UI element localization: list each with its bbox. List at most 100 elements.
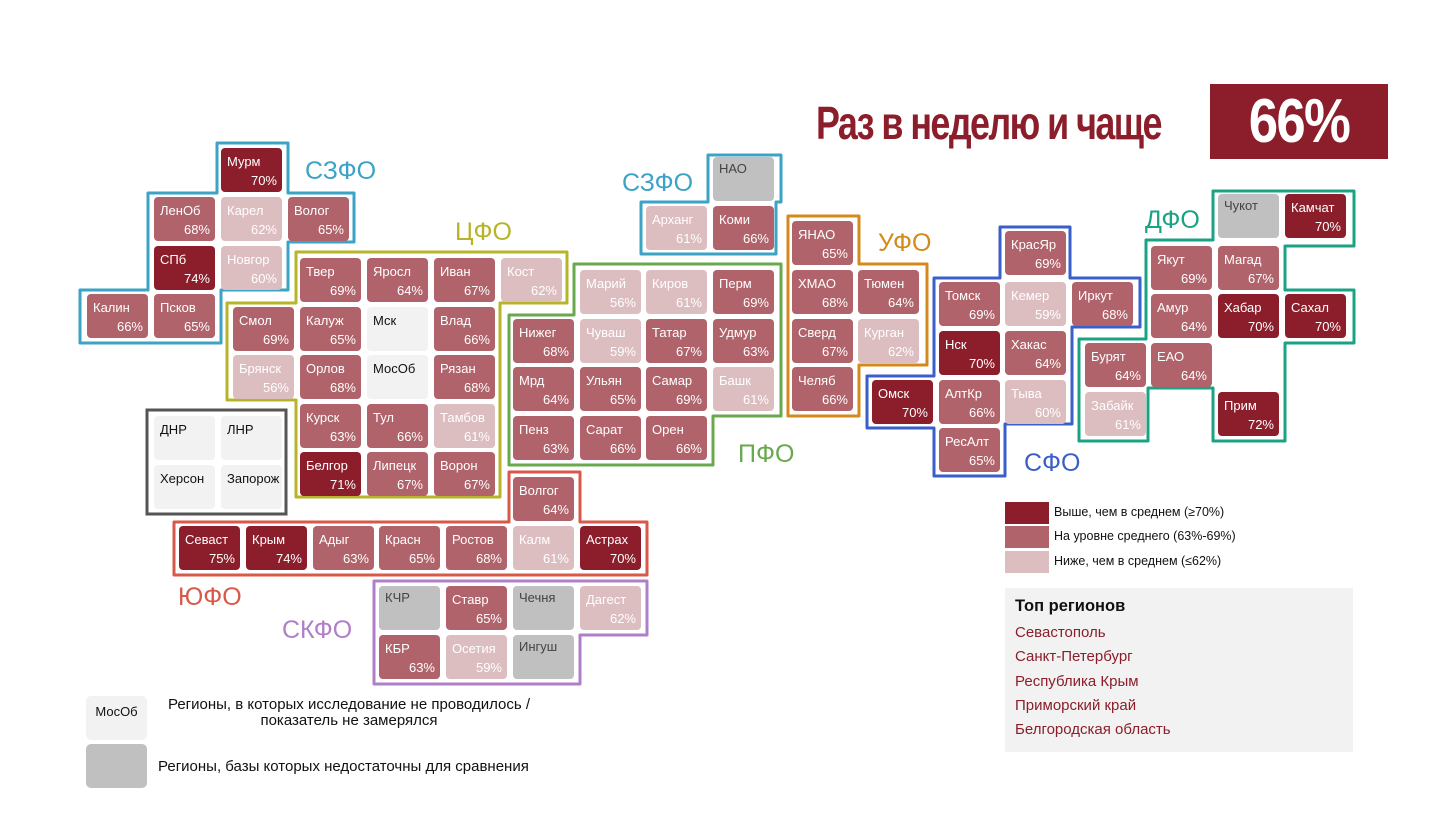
tile-name: Чуваш <box>586 325 626 340</box>
tile-fill <box>233 355 294 399</box>
tile-name: Чукот <box>1224 198 1258 213</box>
tile-name: ДНР <box>160 422 187 437</box>
tile-Якут: Якут 69% <box>1151 246 1212 290</box>
tile-fill <box>713 157 774 201</box>
tile-name: Магад <box>1224 252 1262 267</box>
tile-name: МосОб <box>373 361 415 376</box>
tile-name: Севаст <box>185 532 228 547</box>
tile-fill <box>379 635 440 679</box>
tile-Красн: Красн 65% <box>379 526 440 570</box>
tile-fill <box>154 197 215 241</box>
tile-fill <box>246 526 307 570</box>
tile-name: НАО <box>719 161 747 176</box>
tile-Белгор: Белгор 71% <box>300 452 361 496</box>
tile-НАО: НАО <box>713 157 774 201</box>
tile-fill <box>154 246 215 290</box>
tile-value: 70% <box>1315 219 1341 234</box>
tile-value: 69% <box>743 295 769 310</box>
tile-value: 70% <box>902 405 928 420</box>
tile-name: Осетия <box>452 641 496 656</box>
tile-fill <box>580 270 641 314</box>
tile-fill <box>1072 282 1133 326</box>
tile-value: 60% <box>1035 405 1061 420</box>
tile-Мурм: Мурм 70% <box>221 148 282 192</box>
tile-Орлов: Орлов 68% <box>300 355 361 399</box>
tile-ЛенОб: ЛенОб 68% <box>154 197 215 241</box>
tile-fill <box>513 635 574 679</box>
tile-value: 65% <box>184 319 210 334</box>
district-label: ДФО <box>1145 206 1200 234</box>
tile-fill <box>646 416 707 460</box>
tile-Карел: Карел 62% <box>221 197 282 241</box>
tile-value: 59% <box>476 660 502 675</box>
tile-value: 69% <box>969 307 995 322</box>
tile-fill <box>446 526 507 570</box>
tile-КБР: КБР 63% <box>379 635 440 679</box>
tile-name: Карел <box>227 203 263 218</box>
tile-name: КрасЯр <box>1011 237 1056 252</box>
tile-name: Тюмен <box>864 276 904 291</box>
tile-Иван: Иван 67% <box>434 258 495 302</box>
tile-fill <box>646 319 707 363</box>
tile-fill <box>646 270 707 314</box>
district-outline-1 <box>78 141 356 345</box>
tile-fill <box>792 367 853 411</box>
tile-Магад: Магад 67% <box>1218 246 1279 290</box>
tile-fill <box>233 307 294 351</box>
tile-name: Мск <box>373 313 396 328</box>
tile-name: Курск <box>306 410 340 425</box>
tile-name: Липецк <box>373 458 417 473</box>
tile-fill <box>288 197 349 241</box>
tile-value: 69% <box>330 283 356 298</box>
district-label: УФО <box>878 229 932 257</box>
tile-Ульян: Ульян 65% <box>580 367 641 411</box>
tile-fill <box>858 270 919 314</box>
tile-value: 66% <box>397 429 423 444</box>
tile-name: Кемер <box>1011 288 1049 303</box>
tile-name: Киров <box>652 276 688 291</box>
tile-Башк: Башк 61% <box>713 367 774 411</box>
tile-value: 61% <box>743 392 769 407</box>
tile-Осетия: Осетия 59% <box>446 635 507 679</box>
tile-name: ХМАО <box>798 276 836 291</box>
insufficient-note: Регионы, базы которых недостаточны для с… <box>158 758 529 775</box>
tile-name: РесАлт <box>945 434 989 449</box>
tile-value: 61% <box>676 295 702 310</box>
tile-value: 66% <box>969 405 995 420</box>
tile-Тамбов: Тамбов 61% <box>434 404 495 448</box>
tile-name: Камчат <box>1291 200 1334 215</box>
tile-fill <box>154 294 215 338</box>
tile-value: 70% <box>1315 319 1341 334</box>
tile-value: 56% <box>610 295 636 310</box>
tile-value: 66% <box>676 441 702 456</box>
top-region-item: Севастополь <box>1015 624 1106 641</box>
tile-Волог: Волог 65% <box>288 197 349 241</box>
tile-fill <box>939 331 1000 375</box>
tile-value: 67% <box>464 283 490 298</box>
tile-name: Омск <box>878 386 910 401</box>
tile-Калуж: Калуж 65% <box>300 307 361 351</box>
tile-name: Хакас <box>1011 337 1047 352</box>
tile-value: 64% <box>1035 356 1061 371</box>
tile-value: 65% <box>969 453 995 468</box>
tile-Мрд: Мрд 64% <box>513 367 574 411</box>
legend-label-mid: На уровне среднего (63%-69%) <box>1054 529 1236 543</box>
tile-Чукот: Чукот <box>1218 194 1279 238</box>
tile-Яросл: Яросл 64% <box>367 258 428 302</box>
tile-ДНР: ДНР <box>154 416 215 460</box>
tile-value: 65% <box>610 392 636 407</box>
tile-fill <box>367 258 428 302</box>
tile-Новгор: Новгор 60% <box>221 246 282 290</box>
tile-name: Волог <box>294 203 330 218</box>
tile-ХМАО: ХМАО 68% <box>792 270 853 314</box>
tile-value: 70% <box>610 551 636 566</box>
tile-value: 61% <box>543 551 569 566</box>
tile-fill <box>501 258 562 302</box>
tile-fill <box>221 416 282 460</box>
tile-fill <box>300 307 361 351</box>
tile-Сарат: Сарат 66% <box>580 416 641 460</box>
tile-name: Челяб <box>798 373 836 388</box>
tile-name: Прим <box>1224 398 1257 413</box>
tile-fill <box>1005 380 1066 424</box>
